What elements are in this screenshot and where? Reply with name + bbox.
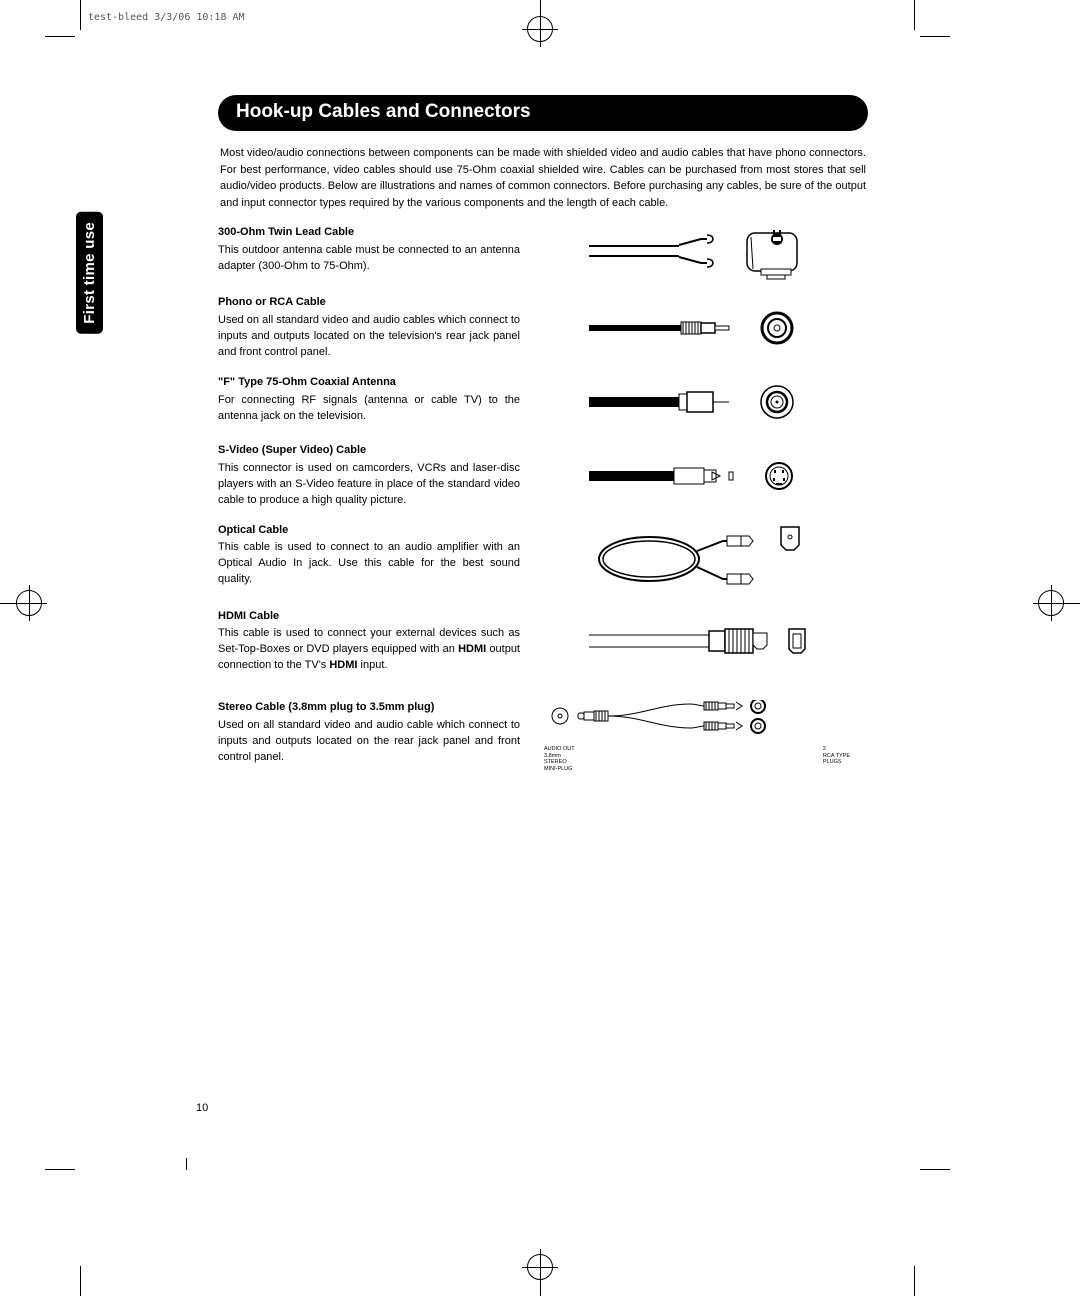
cable-description: Stereo Cable (3.8mm plug to 3.5mm plug) … [218, 700, 520, 772]
crop-mark [914, 0, 915, 30]
stereo-cable-icon: AUDIO OUT 3.8mm STEREO MINI-PLUG 2 RCA T… [540, 700, 868, 772]
cable-heading: Optical Cable [218, 523, 520, 539]
crop-mark [80, 1266, 81, 1296]
rca-cable-icon [540, 295, 868, 361]
cable-body: For connecting RF signals (antenna or ca… [218, 394, 520, 422]
cable-row: S-Video (Super Video) Cable This connect… [218, 443, 868, 509]
optical-cable-icon [540, 523, 868, 595]
cable-row: Stereo Cable (3.8mm plug to 3.5mm plug) … [218, 700, 868, 772]
crop-mark [45, 36, 75, 37]
cable-description: S-Video (Super Video) Cable This connect… [218, 443, 520, 509]
crop-mark [186, 1158, 187, 1170]
stereo-left-label: AUDIO OUT 3.8mm STEREO MINI-PLUG [544, 746, 575, 772]
crop-mark [920, 36, 950, 37]
text: AUDIO OUT [544, 746, 575, 753]
text: HDMI [329, 659, 357, 671]
hdmi-cable-icon [540, 609, 868, 675]
text: PLUGS [823, 759, 850, 766]
crop-mark [914, 1266, 915, 1296]
text: Phono or RCA [218, 296, 296, 308]
text: HDMI [458, 643, 486, 655]
registration-mark-icon [527, 1254, 553, 1296]
section-title: Hook-up Cables and Connectors [218, 95, 868, 131]
cable-heading: S-Video (Super Video) Cable [218, 443, 520, 459]
cable-heading: HDMI Cable [218, 609, 520, 625]
cable-row: "F" Type 75-Ohm Coaxial Antenna For conn… [218, 375, 868, 429]
cable-heading: 300-Ohm Twin Lead Cable [218, 225, 520, 241]
stereo-right-label: 2 RCA TYPE PLUGS [823, 746, 850, 772]
cable-row: Phono or RCA Cable Used on all standard … [218, 295, 868, 361]
text: STEREO [544, 759, 575, 766]
cable-description: Optical Cable This cable is used to conn… [218, 523, 520, 595]
coaxial-cable-icon [540, 375, 868, 429]
section-tab: First time use [76, 212, 103, 334]
cable-body: Used on all standard video and audio cab… [218, 314, 520, 358]
crop-mark [920, 1169, 950, 1170]
cable-heading: "F" Type 75-Ohm Coaxial Antenna [218, 375, 520, 391]
registration-mark-icon [0, 590, 42, 616]
twin-lead-cable-icon [540, 225, 868, 281]
text: 2 [823, 746, 850, 753]
intro-paragraph: Most video/audio connections between com… [218, 145, 868, 211]
text: 3.8mm [544, 753, 575, 760]
cable-description: 300-Ohm Twin Lead Cable This outdoor ant… [218, 225, 520, 281]
cable-row: HDMI Cable This cable is used to connect… [218, 609, 868, 675]
page-body: Hook-up Cables and Connectors Most video… [218, 95, 868, 773]
text: MINI-PLUG [544, 766, 575, 773]
registration-mark-icon [527, 0, 553, 42]
cable-body: This cable is used to connect to an audi… [218, 541, 520, 585]
cable-row: 300-Ohm Twin Lead Cable This outdoor ant… [218, 225, 868, 281]
text: input. [357, 659, 387, 671]
registration-mark-icon [1038, 590, 1080, 616]
cable-row: Optical Cable This cable is used to conn… [218, 523, 868, 595]
crop-header: test-bleed 3/3/06 10:18 AM [88, 12, 245, 23]
crop-mark [80, 0, 81, 30]
text: Cable [296, 296, 326, 308]
cable-body: This connector is used on camcorders, VC… [218, 462, 520, 506]
cable-description: HDMI Cable This cable is used to connect… [218, 609, 520, 675]
crop-mark [45, 1169, 75, 1170]
cable-body: Used on all standard video and audio cab… [218, 719, 520, 763]
cable-heading: Phono or RCA Cable [218, 295, 520, 311]
cable-body: This outdoor antenna cable must be conne… [218, 244, 520, 272]
text: RCA TYPE [823, 753, 850, 760]
cable-description: "F" Type 75-Ohm Coaxial Antenna For conn… [218, 375, 520, 429]
cable-heading: Stereo Cable (3.8mm plug to 3.5mm plug) [218, 700, 520, 716]
svideo-cable-icon [540, 443, 868, 509]
cable-description: Phono or RCA Cable Used on all standard … [218, 295, 520, 361]
page-number: 10 [196, 1102, 208, 1114]
